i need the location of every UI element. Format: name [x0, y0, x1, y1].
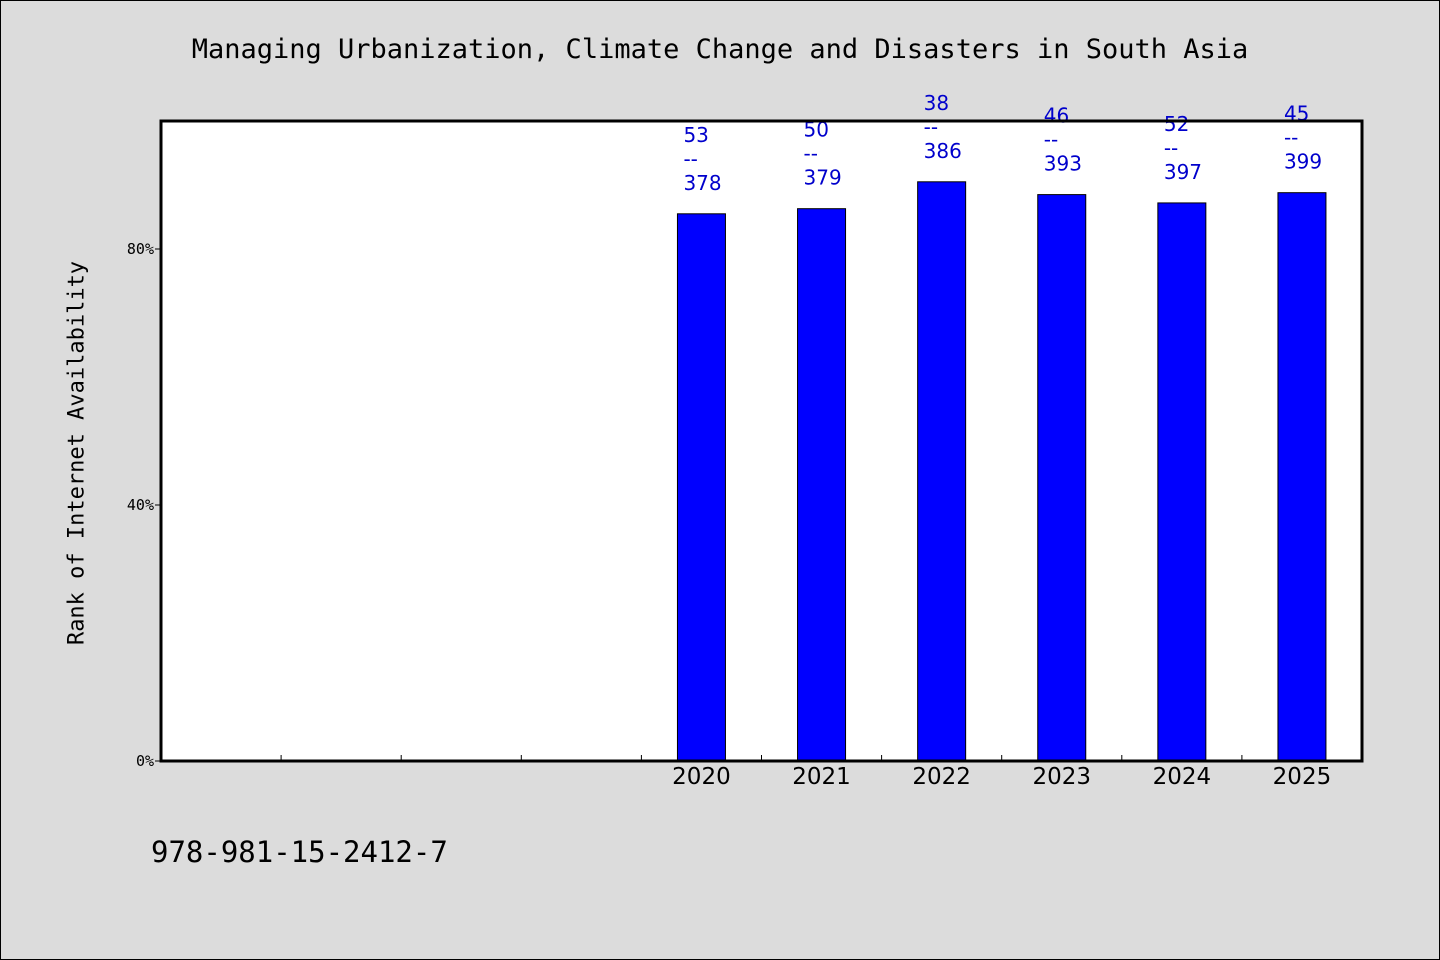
data-label-2023-total: 393 — [1044, 152, 1082, 176]
data-label-2023-rank: 46 — [1044, 104, 1069, 128]
x-tick-label-2022: 2022 — [912, 764, 971, 790]
data-label-2020-separator: -- — [683, 147, 697, 171]
data-label-2025-separator: -- — [1284, 126, 1298, 150]
data-label-2024-total: 397 — [1164, 160, 1202, 184]
data-label-2022-rank: 38 — [924, 91, 949, 115]
data-label-2021-total: 379 — [804, 166, 842, 190]
x-tick-label-2021: 2021 — [792, 764, 851, 790]
data-label-2025-total: 399 — [1284, 150, 1322, 174]
bar-2022 — [917, 181, 967, 762]
y-tick-label-80: 80% — [127, 240, 154, 258]
chart-title: Managing Urbanization, Climate Change an… — [191, 34, 1249, 65]
data-label-2023-separator: -- — [1044, 128, 1058, 152]
bar-2023 — [1037, 194, 1087, 762]
x-tick-label-2023: 2023 — [1032, 764, 1091, 790]
bar-2024 — [1157, 202, 1207, 762]
data-label-2021-separator: -- — [804, 142, 818, 166]
bar-2021 — [797, 208, 847, 762]
data-label-2020-rank: 53 — [683, 123, 708, 147]
x-tick-label-2024: 2024 — [1153, 764, 1212, 790]
x-tick-label-2020: 2020 — [672, 764, 731, 790]
data-label-2022-separator: -- — [924, 115, 938, 139]
data-label-2022-total: 386 — [924, 139, 962, 163]
y-tick-label-0: 0% — [136, 752, 154, 770]
data-label-2024-rank: 52 — [1164, 112, 1189, 136]
data-label-2024-separator: -- — [1164, 136, 1178, 160]
data-label-2020-total: 378 — [683, 171, 721, 195]
isbn-footer: 978-981-15-2412-7 — [151, 835, 448, 869]
x-tick-label-2025: 2025 — [1273, 764, 1332, 790]
y-tick-label-40: 40% — [127, 496, 154, 514]
bar-2020 — [676, 213, 726, 762]
bar-2025 — [1277, 192, 1327, 762]
